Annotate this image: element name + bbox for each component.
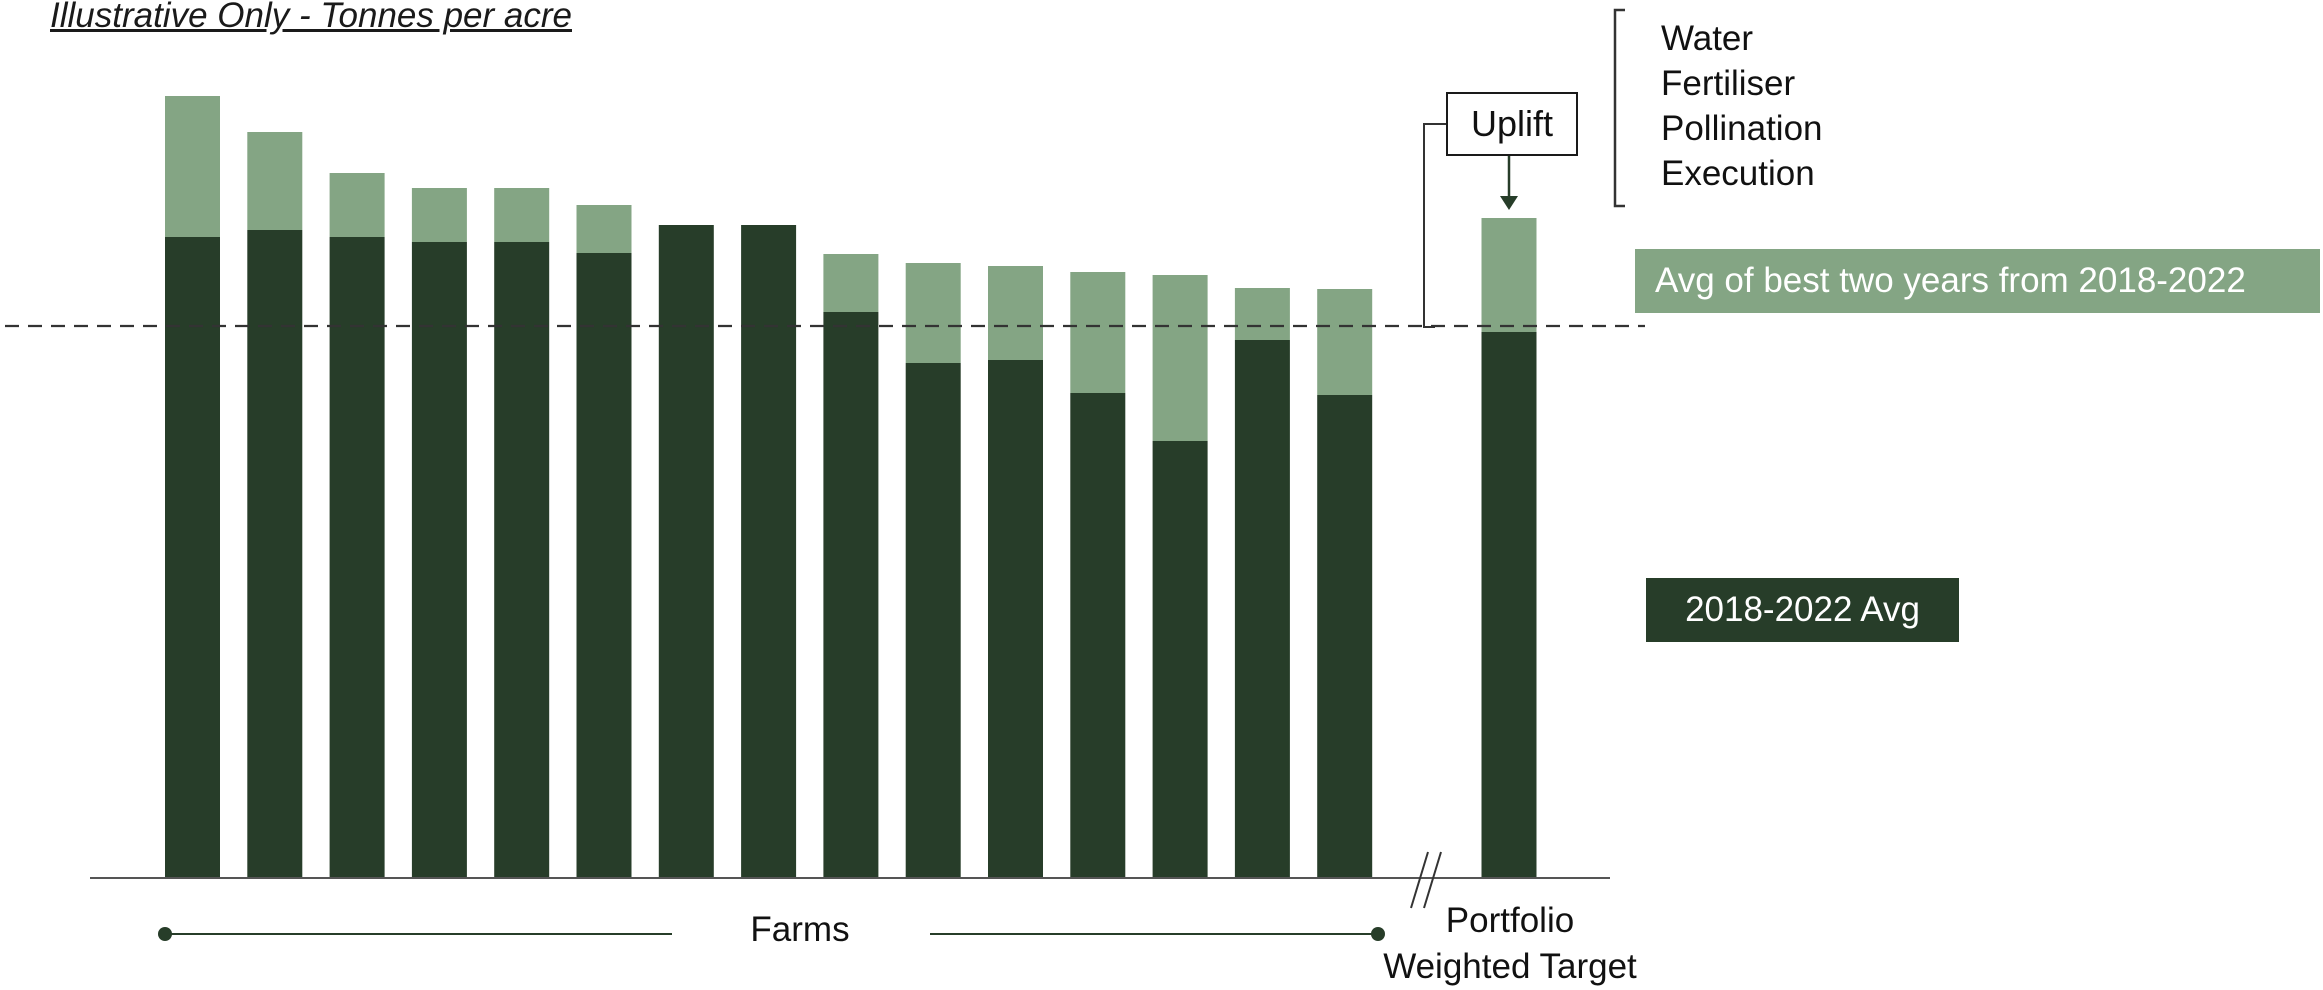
bar-best-1 — [165, 96, 220, 237]
bar-avg-12 — [1070, 393, 1126, 878]
bar-best-13 — [1152, 275, 1208, 441]
bar-best-10 — [905, 263, 961, 363]
x-label-portfolio: Portfolio Weighted Target — [1360, 898, 1660, 990]
uplift-factors-list: Water Fertiliser Pollination Execution — [1661, 16, 1823, 196]
bar-avg-13 — [1152, 441, 1208, 878]
x-label-farms: Farms — [750, 910, 850, 949]
bar-avg-14 — [1234, 340, 1290, 878]
factors-bracket — [1613, 8, 1625, 208]
bar-best-9 — [823, 254, 879, 312]
chart-subtitle: Illustrative Only - Tonnes per acre — [50, 0, 572, 35]
bar-avg-2 — [247, 230, 303, 878]
bar-best-12 — [1070, 272, 1126, 393]
bar-avg-5 — [494, 242, 550, 878]
bar-best-16 — [1481, 218, 1537, 332]
factor-water: Water — [1661, 19, 1754, 58]
bar-best-2 — [247, 132, 303, 230]
factor-pollination: Pollination — [1661, 109, 1823, 148]
bar-avg-3 — [329, 237, 385, 878]
x-label-portfolio-line2: Weighted Target — [1383, 947, 1637, 986]
uplift-label-box: Uplift — [1446, 92, 1578, 156]
bar-avg-11 — [988, 360, 1043, 878]
bar-best-3 — [329, 173, 385, 237]
bar-avg-1 — [165, 237, 220, 878]
bar-avg-7 — [658, 225, 714, 878]
bar-best-15 — [1317, 289, 1373, 395]
uplift-arrow-head — [1500, 196, 1518, 210]
bar-avg-15 — [1317, 395, 1373, 878]
legend-avg: 2018-2022 Avg — [1646, 578, 1959, 642]
farms-range-dot-right — [1371, 927, 1385, 941]
bar-avg-9 — [823, 312, 879, 878]
bar-avg-16 — [1481, 332, 1537, 878]
axis-break-mark-1 — [1410, 851, 1429, 909]
bar-avg-4 — [411, 242, 467, 878]
bar-best-5 — [494, 188, 550, 242]
axis-break-mark-2 — [1423, 851, 1442, 909]
bar-best-4 — [411, 188, 467, 242]
x-label-portfolio-line1: Portfolio — [1445, 901, 1575, 940]
bar-avg-8 — [741, 225, 797, 878]
bar-best-14 — [1234, 288, 1290, 340]
bar-best-11 — [988, 266, 1043, 360]
factor-fertiliser: Fertiliser — [1661, 64, 1796, 103]
bars-layer — [165, 96, 1537, 878]
uplift-connector — [1423, 123, 1446, 328]
bar-avg-10 — [905, 363, 961, 878]
factor-execution: Execution — [1661, 154, 1815, 193]
legend-best-two-years: Avg of best two years from 2018-2022 — [1635, 249, 2320, 313]
bar-avg-6 — [576, 253, 632, 878]
bar-best-6 — [576, 205, 632, 253]
farms-range-dot-left — [158, 927, 172, 941]
